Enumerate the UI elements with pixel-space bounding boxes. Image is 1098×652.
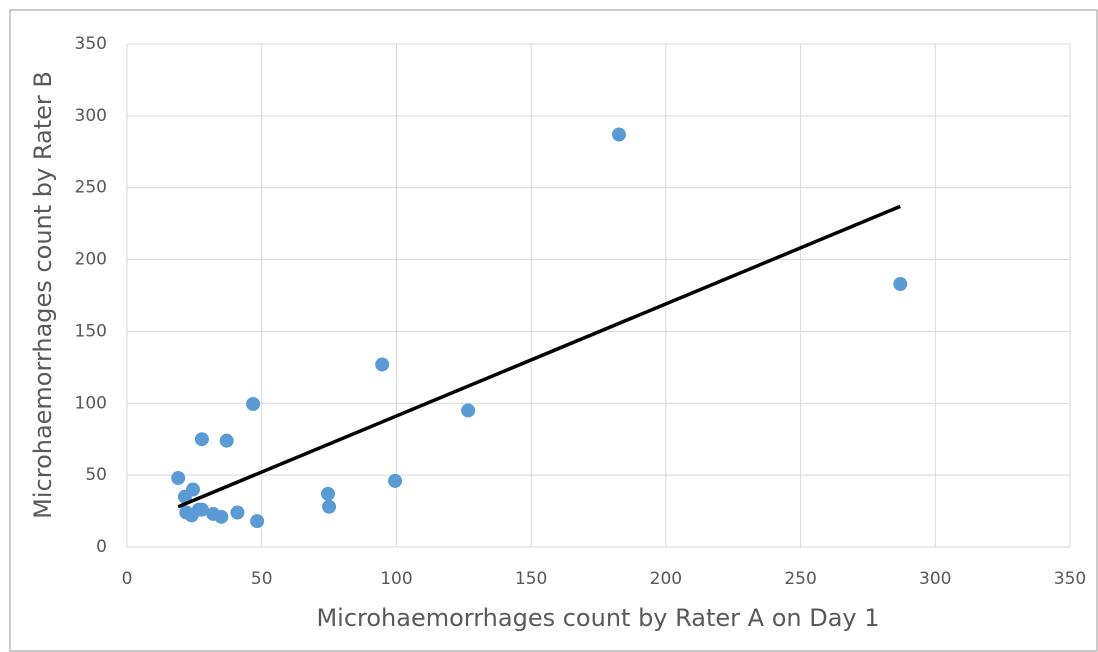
scatter-point: [194, 432, 209, 447]
scatter-point: [388, 473, 403, 488]
scatter-point: [461, 403, 476, 418]
x-tick-label: 0: [122, 569, 133, 589]
x-tick-label: 50: [251, 569, 273, 589]
scatter-point: [186, 482, 201, 497]
y-tick-label: 250: [75, 178, 107, 198]
scatter-point: [611, 127, 626, 142]
scatter-point: [250, 514, 265, 529]
x-axis-title: Microhaemorrhages count by Rater A on Da…: [316, 604, 879, 632]
chart-border: [9, 9, 1098, 652]
trend-line: [177, 204, 901, 509]
scatter-point: [320, 486, 335, 501]
y-tick-label: 50: [85, 465, 107, 485]
y-tick-label: 200: [75, 250, 107, 270]
y-tick-label: 350: [75, 34, 107, 54]
x-tick-label: 150: [515, 569, 547, 589]
x-tick-label: 200: [650, 569, 682, 589]
y-tick-label: 0: [96, 537, 107, 557]
scatter-point: [194, 502, 209, 517]
scatter-point: [322, 499, 337, 514]
y-axis-title: Microhaemorrhages count by Rater B: [29, 71, 57, 519]
scatter-point: [230, 505, 245, 520]
y-tick-label: 150: [75, 321, 107, 341]
scatter-point: [893, 277, 908, 292]
scatter-point: [246, 397, 261, 412]
x-tick-label: 300: [919, 569, 951, 589]
x-tick-label: 100: [380, 569, 412, 589]
scatter-point: [214, 509, 229, 524]
scatter-point: [375, 357, 390, 372]
y-tick-label: 100: [75, 393, 107, 413]
scatter-point: [171, 471, 186, 486]
scatter-point: [219, 433, 234, 448]
x-tick-label: 250: [784, 569, 816, 589]
y-tick-label: 300: [75, 106, 107, 126]
x-tick-label: 350: [1054, 569, 1086, 589]
